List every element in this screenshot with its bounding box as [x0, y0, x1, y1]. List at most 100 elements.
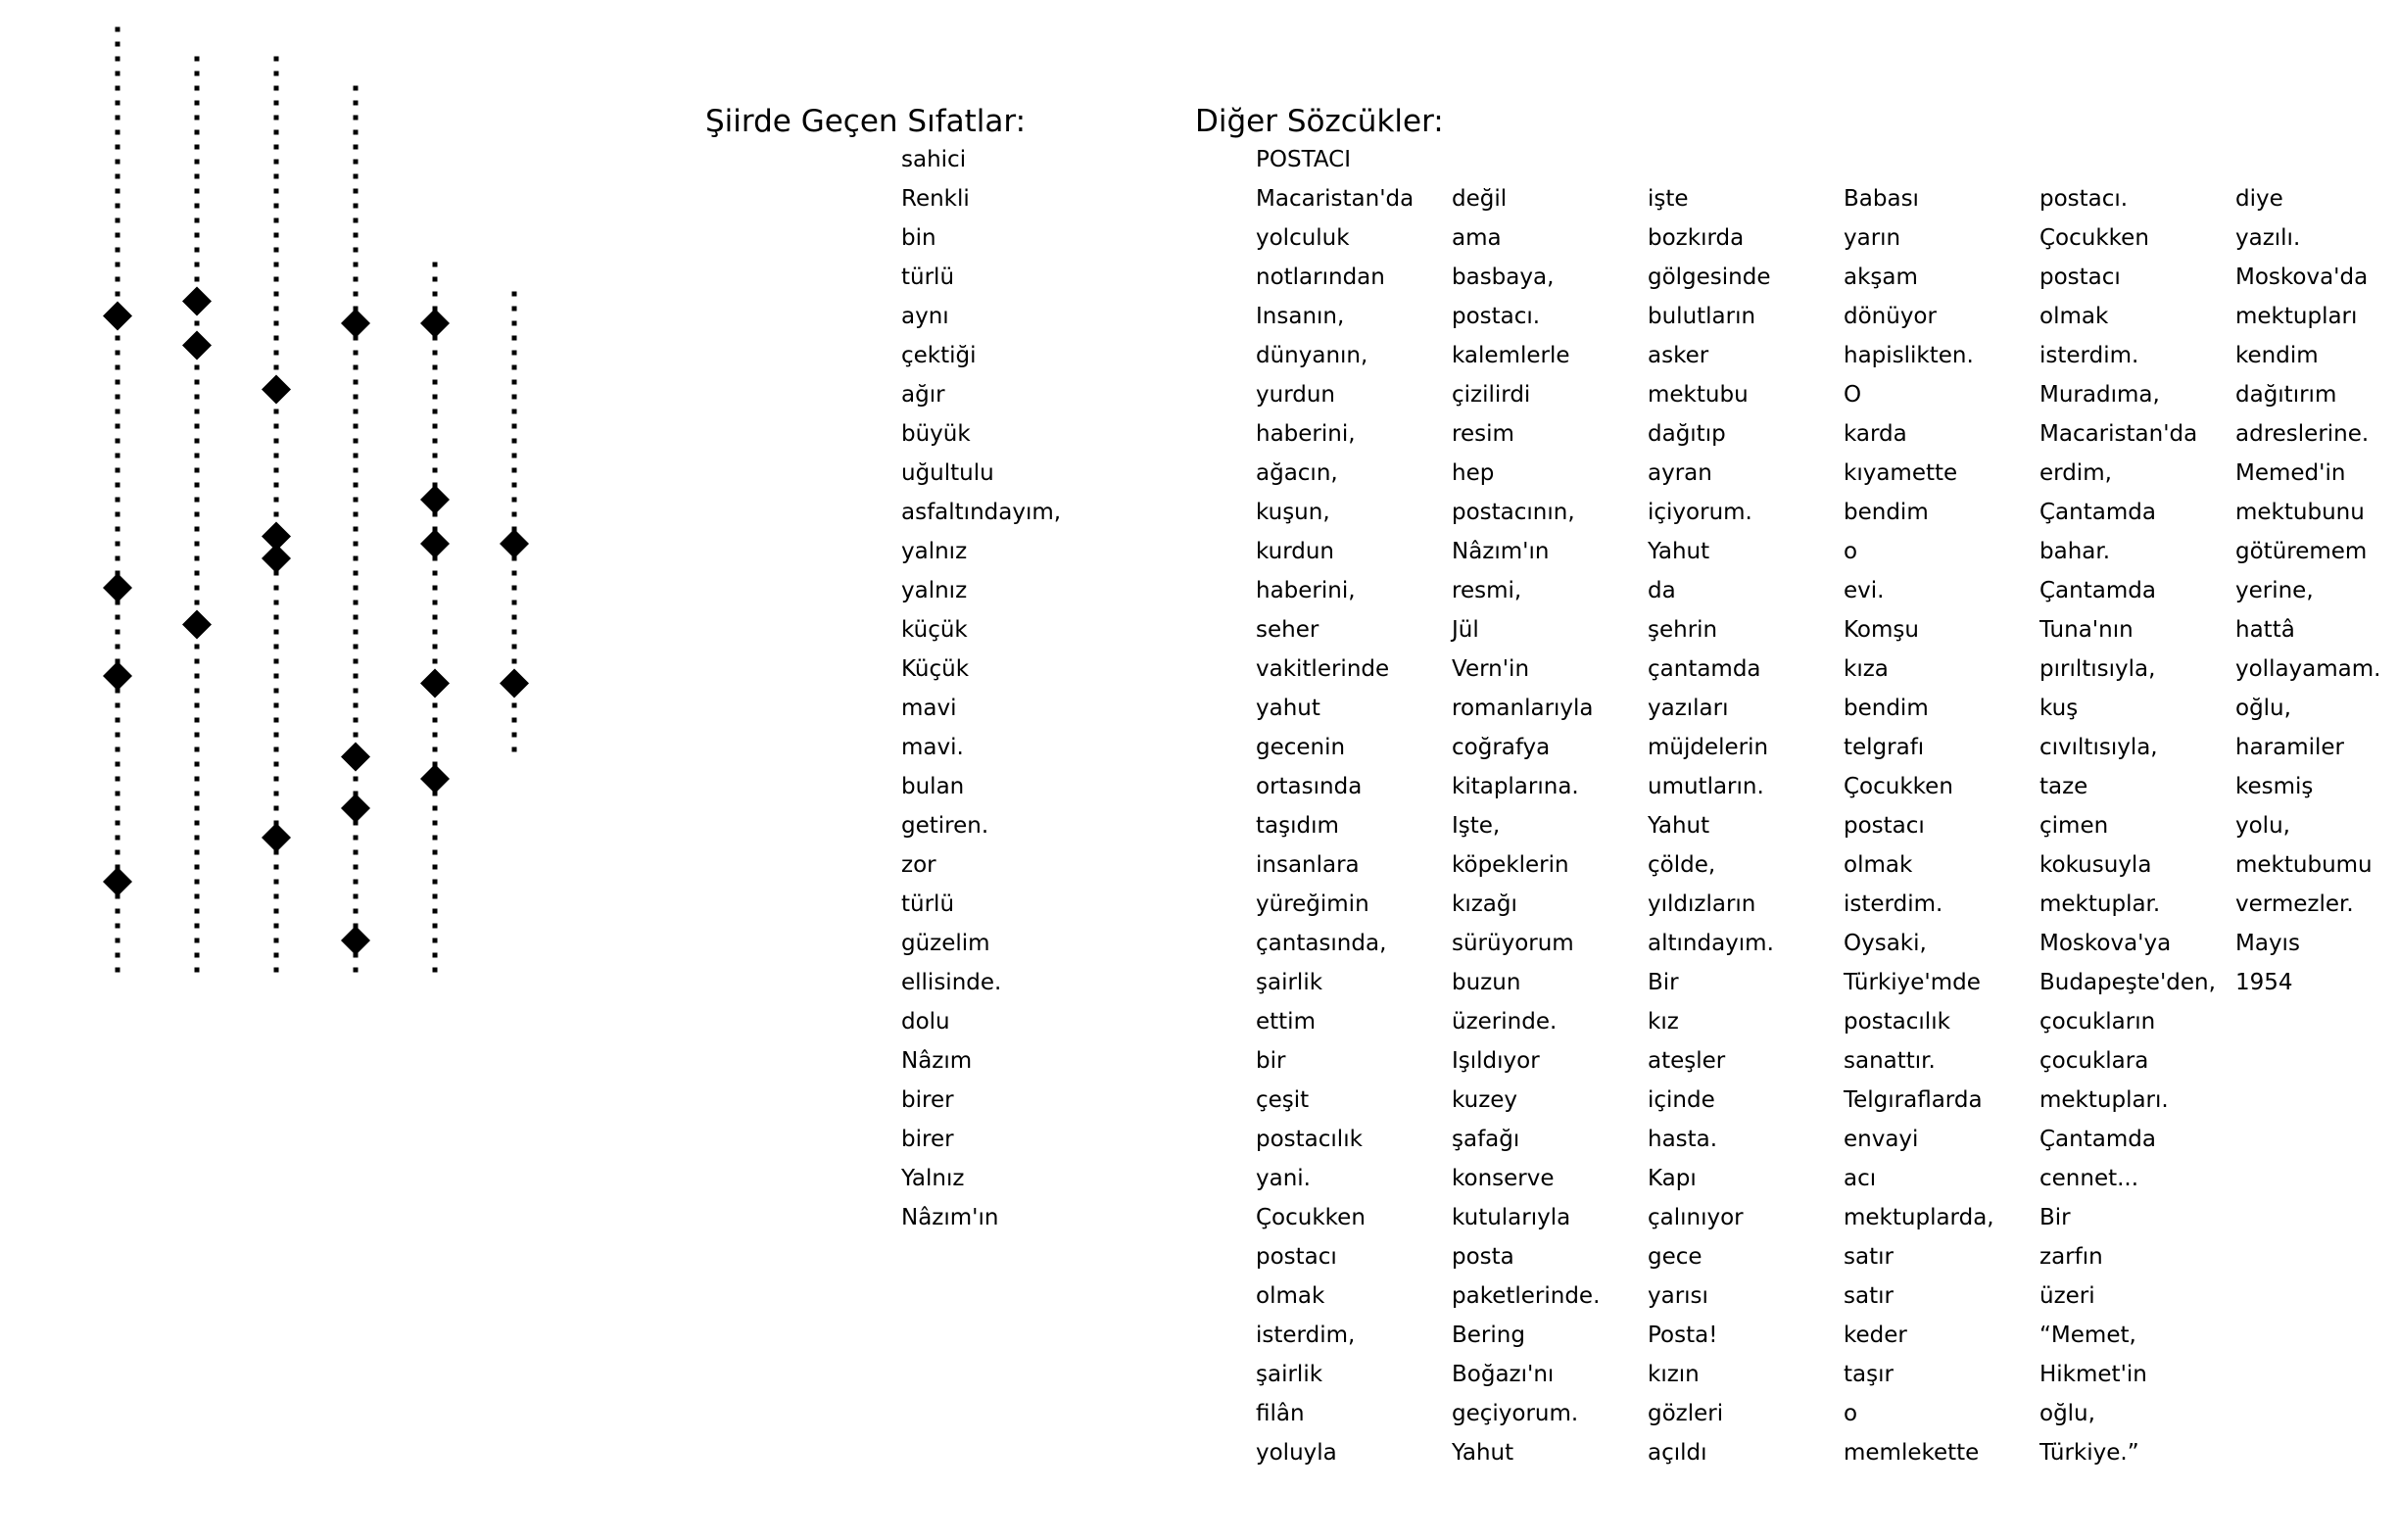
- dot: [432, 276, 438, 282]
- dot: [194, 849, 200, 855]
- dot: [353, 908, 359, 914]
- word-item: Çocukken: [1256, 1205, 1366, 1230]
- dot: [115, 467, 120, 473]
- dot: [115, 453, 120, 458]
- diamond-marker: [341, 794, 370, 823]
- dot: [353, 100, 359, 106]
- word-item: POSTACI: [1256, 147, 1352, 172]
- word-item: Muradıma,: [2039, 382, 2160, 408]
- adjective-item: türlü: [901, 891, 955, 917]
- adjective-item: Küçük: [901, 656, 970, 682]
- dot: [194, 188, 200, 194]
- dot: [511, 732, 517, 738]
- word-item: envayi: [1844, 1127, 1919, 1152]
- dot: [194, 791, 200, 796]
- word-item: adreslerine.: [2235, 421, 2370, 447]
- dot: [353, 835, 359, 841]
- dot: [194, 217, 200, 223]
- word-item: olmak: [1844, 852, 1913, 878]
- adjective-item: küçük: [901, 617, 968, 643]
- word-item: üzerinde.: [1452, 1009, 1558, 1035]
- dot: [353, 409, 359, 414]
- word-item: Yahut: [1648, 813, 1710, 839]
- dot: [194, 159, 200, 165]
- adjective-item: dolu: [901, 1009, 950, 1035]
- word-item: Boğazı'nı: [1452, 1362, 1555, 1387]
- adjective-item: Renkli: [901, 186, 970, 212]
- dot: [194, 746, 200, 752]
- word-item: yoluyla: [1256, 1440, 1337, 1466]
- dot: [511, 482, 517, 488]
- dot: [353, 379, 359, 385]
- dot: [432, 820, 438, 826]
- word-item: yolculuk: [1256, 225, 1350, 251]
- dot: [194, 864, 200, 870]
- word-item: kıyamette: [1844, 460, 1958, 486]
- word-item: yollayamam.: [2235, 656, 2381, 682]
- dot: [511, 320, 517, 326]
- word-item: asker: [1648, 343, 1709, 368]
- word-item: satır: [1844, 1244, 1894, 1270]
- dot: [273, 879, 279, 885]
- word-item: paketlerinde.: [1452, 1283, 1601, 1309]
- dot: [432, 702, 438, 708]
- word-item: olmak: [2039, 304, 2109, 329]
- dot: [194, 526, 200, 532]
- dot: [194, 952, 200, 958]
- dot: [432, 600, 438, 605]
- dot: [511, 409, 517, 414]
- dot: [273, 159, 279, 165]
- dot: [511, 585, 517, 591]
- word-item: Macaristan'da: [1256, 186, 1415, 212]
- dot: [353, 585, 359, 591]
- word-item: yani.: [1256, 1166, 1311, 1191]
- dot: [511, 394, 517, 400]
- word-item: kıza: [1844, 656, 1889, 682]
- dot: [511, 291, 517, 297]
- adjective-item: zor: [901, 852, 936, 878]
- dot: [115, 805, 120, 811]
- dot: [432, 864, 438, 870]
- word-item: haberini,: [1256, 578, 1356, 603]
- word-item: Çantamda: [2039, 500, 2156, 525]
- dot: [353, 497, 359, 503]
- dot: [273, 791, 279, 796]
- word-item: dağıtırım: [2235, 382, 2337, 408]
- word-item: postacılık: [1256, 1127, 1363, 1152]
- dot: [273, 658, 279, 664]
- dot: [115, 746, 120, 752]
- dot: [194, 658, 200, 664]
- word-item: Memed'in: [2235, 460, 2346, 486]
- word-item: da: [1648, 578, 1676, 603]
- dot: [194, 364, 200, 370]
- word-item: karda: [1844, 421, 1907, 447]
- word-item: O: [1844, 382, 1862, 408]
- word-item: ortasında: [1256, 774, 1363, 799]
- dot: [115, 217, 120, 223]
- diamond-marker: [103, 867, 132, 896]
- diamond-marker: [103, 573, 132, 602]
- dot: [511, 600, 517, 605]
- dot: [432, 438, 438, 444]
- dot: [511, 746, 517, 752]
- dot: [273, 923, 279, 929]
- dot: [353, 541, 359, 547]
- dot: [115, 732, 120, 738]
- dot: [353, 438, 359, 444]
- dot: [432, 629, 438, 635]
- dot: [115, 423, 120, 429]
- other-words-column-3: işte bozkırda gölgesinde bulutların asker mek…: [1648, 179, 1774, 1472]
- dot: [273, 247, 279, 253]
- dot: [273, 673, 279, 679]
- dot: [511, 497, 517, 503]
- dot: [511, 614, 517, 620]
- dot: [273, 967, 279, 973]
- word-item: oğlu,: [2039, 1401, 2095, 1426]
- word-item: Işte,: [1452, 813, 1501, 839]
- dot: [194, 394, 200, 400]
- word-item: çölde,: [1648, 852, 1716, 878]
- adjective-item: Nâzım: [901, 1048, 973, 1074]
- dot: [115, 908, 120, 914]
- dot: [194, 71, 200, 76]
- word-item: yazıları: [1648, 696, 1729, 721]
